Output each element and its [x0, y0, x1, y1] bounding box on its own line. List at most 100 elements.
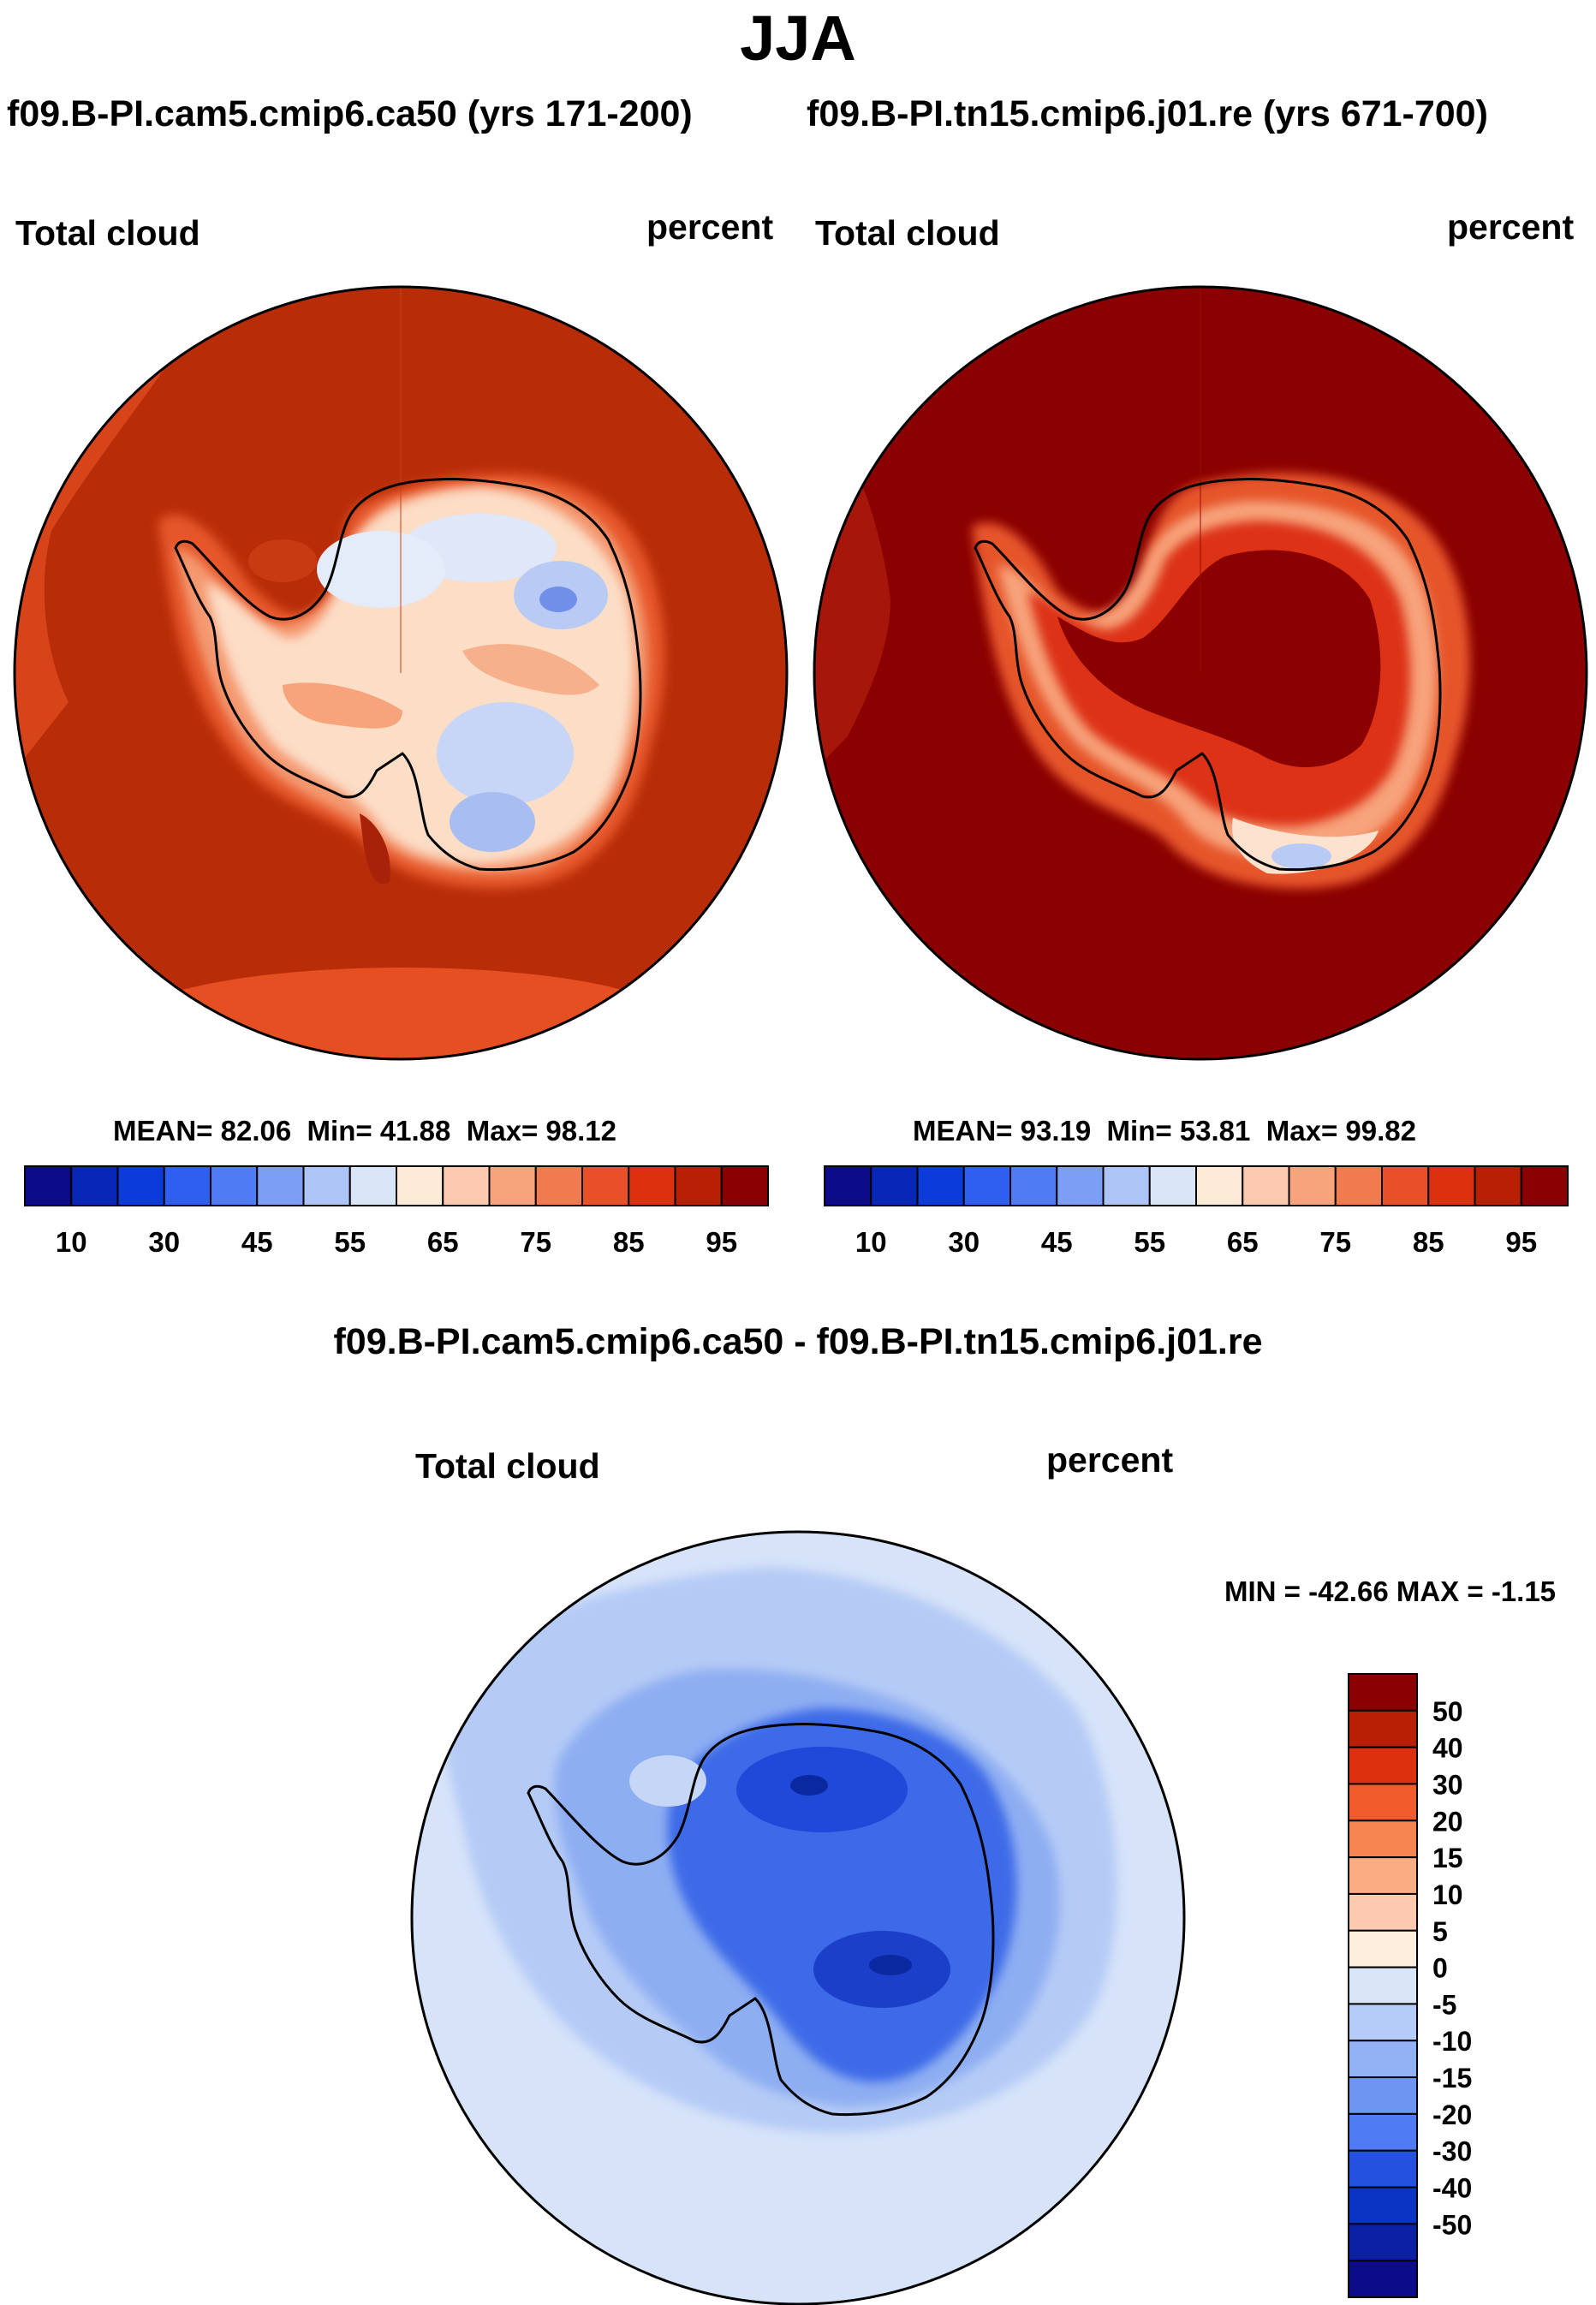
- left-colorbar-swatch: [442, 1165, 491, 1206]
- right-colorbar-tick-label: 85: [1413, 1226, 1444, 1258]
- diff-max-value: -1.15: [1491, 1575, 1557, 1607]
- left-blue-patch-3: [539, 587, 577, 612]
- right-min-value: 53.81: [1179, 1115, 1251, 1147]
- diff-dark-patch-3: [790, 1775, 828, 1796]
- left-blue-patch-4: [437, 702, 574, 805]
- left-stats: MEAN= 82.06 Min= 41.88 Max= 98.12: [113, 1117, 616, 1145]
- diff-colorbar-swatch: [1348, 1783, 1418, 1822]
- right-interior-field: [1057, 550, 1381, 768]
- right-colorbar-swatch: [1288, 1165, 1337, 1206]
- diff-colorbar-tick-label: 40: [1432, 1733, 1463, 1764]
- diff-colorbar-tick-label: 30: [1432, 1769, 1463, 1800]
- right-colorbar-swatch: [870, 1165, 919, 1206]
- diff-colorbar-swatch: [1348, 1709, 1418, 1748]
- right-colorbar-swatch: [1474, 1165, 1522, 1206]
- left-orange-streak-1: [283, 682, 402, 729]
- left-min-value: 41.88: [379, 1115, 451, 1147]
- diff-colorbar-swatch: [1348, 2186, 1418, 2225]
- diff-colorbar-swatch: [1348, 1892, 1418, 1932]
- diff-colorbar-swatch: [1348, 2223, 1418, 2262]
- left-colorbar-swatch: [163, 1165, 211, 1206]
- left-colorbar-swatch: [116, 1165, 165, 1206]
- diff-colorbar-tick-label: -5: [1432, 1989, 1456, 2020]
- difference-map: [410, 1530, 1186, 2305]
- diff-colorbar-swatch: [1348, 1746, 1418, 1785]
- left-colorbar-tick-label: 10: [56, 1226, 87, 1258]
- diff-colorbar-tick-label: 15: [1432, 1843, 1463, 1873]
- left-colorbar-swatch: [581, 1165, 630, 1206]
- left-colorbar-tick-label: 45: [241, 1226, 273, 1258]
- left-max-label: Max=: [466, 1115, 539, 1147]
- left-colorbar-swatch: [488, 1165, 537, 1206]
- diff-max-label: MAX =: [1396, 1575, 1484, 1607]
- left-colorbar-swatch: [302, 1165, 351, 1206]
- right-colorbar-tick-label: 10: [855, 1226, 887, 1258]
- diff-colorbar-tick-label: -20: [1432, 2100, 1472, 2130]
- left-colorbar-tick-label: 75: [520, 1226, 551, 1258]
- diff-colorbar-swatch: [1348, 2003, 1418, 2042]
- left-colorbar-swatch: [24, 1165, 73, 1206]
- diff-colorbar-tick-label: 50: [1432, 1696, 1463, 1727]
- left-antarctica-coastline: [174, 477, 642, 872]
- right-colorbar-tick-label: 30: [948, 1226, 980, 1258]
- left-map: [13, 285, 789, 1061]
- left-south-band: [120, 968, 685, 1059]
- diff-colorbar-tick-label: 10: [1432, 1879, 1463, 1910]
- diff-colorbar-swatch: [1348, 2112, 1418, 2152]
- left-units-label: percent: [646, 207, 774, 247]
- left-orange-streak-2: [462, 644, 599, 695]
- left-blue-patch-6: [317, 531, 445, 608]
- right-colorbar-swatch: [962, 1165, 1011, 1206]
- season-title: JJA: [740, 3, 856, 74]
- right-colorbar-swatch: [1520, 1165, 1569, 1206]
- right-max-label: Max=: [1265, 1115, 1338, 1147]
- diff-min-value: -42.66: [1308, 1575, 1389, 1607]
- right-min-label: Min=: [1106, 1115, 1172, 1147]
- left-colorbar-swatch: [534, 1165, 583, 1206]
- diff-colorbar-tick-label: 5: [1432, 1916, 1448, 1947]
- left-colorbar-tick-label: 30: [148, 1226, 180, 1258]
- right-colorbar: 10 30 45 55 65 75 85 95: [824, 1165, 1569, 1258]
- left-mean-label: MEAN=: [113, 1115, 213, 1147]
- right-colorbar-swatch: [1056, 1165, 1105, 1206]
- diff-colorbar-swatch: [1348, 1820, 1418, 1859]
- left-colorbar-tick-label: 95: [706, 1226, 737, 1258]
- right-colorbar-tick-label: 55: [1134, 1226, 1165, 1258]
- left-mean-value: 82.06: [220, 1115, 292, 1147]
- diff-colorbar-swatch: [1348, 1856, 1418, 1895]
- diff-colorbar-swatch: [1348, 2149, 1418, 2189]
- left-colorbar-swatch: [70, 1165, 119, 1206]
- left-blue-patch-5: [450, 792, 535, 852]
- right-variable-label: Total cloud: [815, 213, 1000, 253]
- left-colorbar: 10 30 45 55 65 75 85 95: [24, 1165, 769, 1258]
- diff-colorbar-tick-label: 0: [1432, 1953, 1448, 1984]
- right-mean-label: MEAN=: [913, 1115, 1013, 1147]
- diff-colorbar-swatch: [1348, 2260, 1418, 2299]
- right-colorbar-swatch: [1242, 1165, 1290, 1206]
- diff-colorbar-tick-label: -40: [1432, 2173, 1472, 2204]
- diff-colorbar-swatch: [1348, 1966, 1418, 2005]
- right-colorbar-swatch: [1148, 1165, 1197, 1206]
- left-colorbar-swatch: [396, 1165, 444, 1206]
- diff-variable-label: Total cloud: [415, 1446, 600, 1486]
- left-colorbar-tick-label: 65: [427, 1226, 459, 1258]
- left-map-boundary: [13, 285, 789, 1061]
- left-colorbar-tick-label: 55: [334, 1226, 366, 1258]
- right-units-label: percent: [1447, 207, 1575, 247]
- right-case-title: f09.B-PI.tn15.cmip6.j01.re (yrs 671-700): [807, 93, 1488, 134]
- right-colorbar-swatch: [824, 1165, 872, 1206]
- left-ross-streak: [360, 813, 390, 884]
- right-map: [813, 285, 1588, 1061]
- diff-light-patch: [629, 1755, 706, 1807]
- right-colorbar-swatch: [1427, 1165, 1476, 1206]
- diff-colorbar-tick-label: -30: [1432, 2136, 1472, 2167]
- left-case-title: f09.B-PI.cam5.cmip6.ca50 (yrs 171-200): [7, 93, 693, 134]
- diff-map-boundary: [410, 1530, 1186, 2305]
- left-colorbar-swatch: [628, 1165, 676, 1206]
- left-colorbar-swatch: [720, 1165, 769, 1206]
- diff-dark-patch-4: [869, 1955, 912, 1975]
- right-mean-value: 93.19: [1020, 1115, 1092, 1147]
- diff-colorbar-tick-label: 20: [1432, 1806, 1463, 1837]
